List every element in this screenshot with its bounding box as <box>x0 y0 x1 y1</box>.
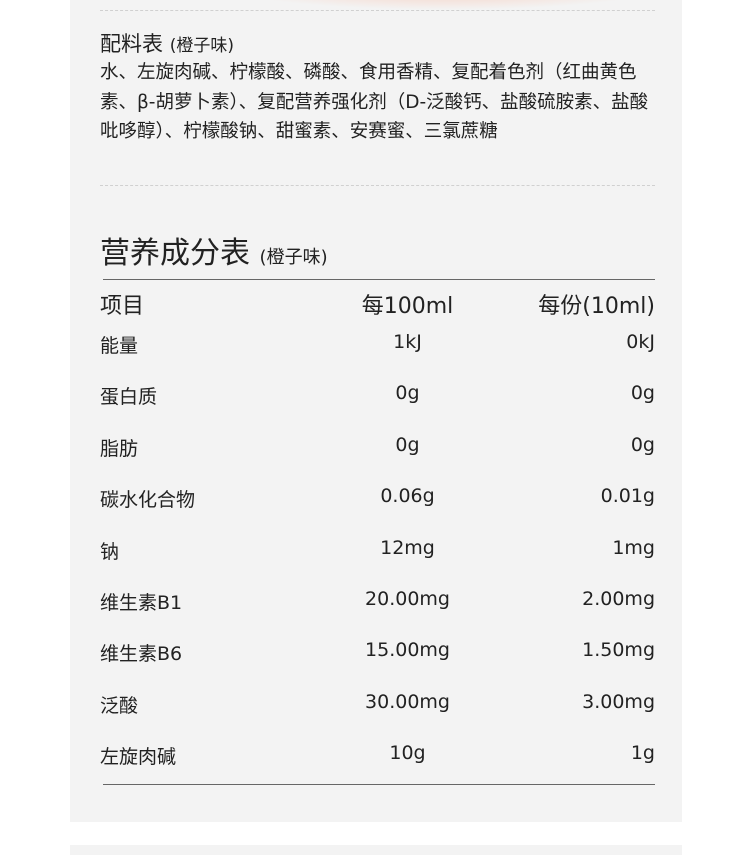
cell: 泛酸 <box>100 694 139 717</box>
cell: 能量 <box>100 335 139 357</box>
cell: 15.00mg <box>365 639 450 662</box>
divider <box>100 185 655 186</box>
cell: 碳水化合物 <box>100 489 196 512</box>
cell: 0g <box>630 382 655 405</box>
cell: 维生素B6 <box>100 643 183 666</box>
next-card <box>70 845 682 855</box>
ingredients-text: 水、左旋肉碱、柠檬酸、磷酸、食用香精、复配着色剂（红曲黄色素、β-胡萝卜素）、复… <box>100 62 649 142</box>
table-row: 蛋白质 0g 0g <box>100 382 655 412</box>
table-row: 钠 12mg 1mg <box>100 537 655 567</box>
table-row: 能量 1kJ 0kJ <box>100 331 655 361</box>
nutrition-title: 营养成分表 (橙子味) <box>100 236 328 271</box>
table-row: 脂肪 0g 0g <box>100 434 655 464</box>
cell: 0.01g <box>600 485 655 508</box>
header-perserving: 每份(10ml) <box>538 294 655 319</box>
table-row: 维生素B6 15.00mg 1.50mg <box>100 639 655 669</box>
cell: 3.00mg <box>582 690 655 713</box>
cell: 0g <box>395 433 420 456</box>
info-card: 配料表 (橙子味) 水、左旋肉碱、柠檬酸、磷酸、食用香精、复配着色剂（红曲黄色素… <box>70 0 682 822</box>
table-bottom-line <box>103 784 655 785</box>
ingredients-title: 配料表 (橙子味) <box>100 32 234 56</box>
cell: 1.50mg <box>582 639 655 662</box>
cell: 2.00mg <box>582 588 655 610</box>
cell: 30.00mg <box>365 690 450 713</box>
cell: 0.06g <box>380 485 435 508</box>
cell: 0kJ <box>626 331 655 353</box>
cell: 蛋白质 <box>100 386 158 409</box>
table-row: 泛酸 30.00mg 3.00mg <box>100 691 655 721</box>
cell: 左旋肉碱 <box>100 746 177 769</box>
cell: 1kJ <box>393 331 422 353</box>
table-row: 维生素B1 20.00mg 2.00mg <box>100 588 655 618</box>
cell: 0g <box>630 433 655 456</box>
cell: 脂肪 <box>100 437 139 460</box>
top-glow <box>220 0 670 10</box>
cell: 1mg <box>612 536 655 559</box>
divider <box>100 10 655 11</box>
cell: 10g <box>389 742 426 765</box>
cell: 1g <box>630 742 655 765</box>
cell: 维生素B1 <box>100 592 183 614</box>
header-per100: 每100ml <box>361 294 454 319</box>
table-row: 碳水化合物 0.06g 0.01g <box>100 485 655 515</box>
cell: 12mg <box>380 536 435 559</box>
table-top-line <box>103 279 655 280</box>
header-item: 项目 <box>100 294 145 319</box>
cell: 20.00mg <box>365 588 450 610</box>
cell: 0g <box>395 382 420 405</box>
cell: 钠 <box>100 540 120 563</box>
table-row: 左旋肉碱 10g 1g <box>100 742 655 772</box>
table-header: 项目 每100ml 每份(10ml) <box>100 288 655 319</box>
